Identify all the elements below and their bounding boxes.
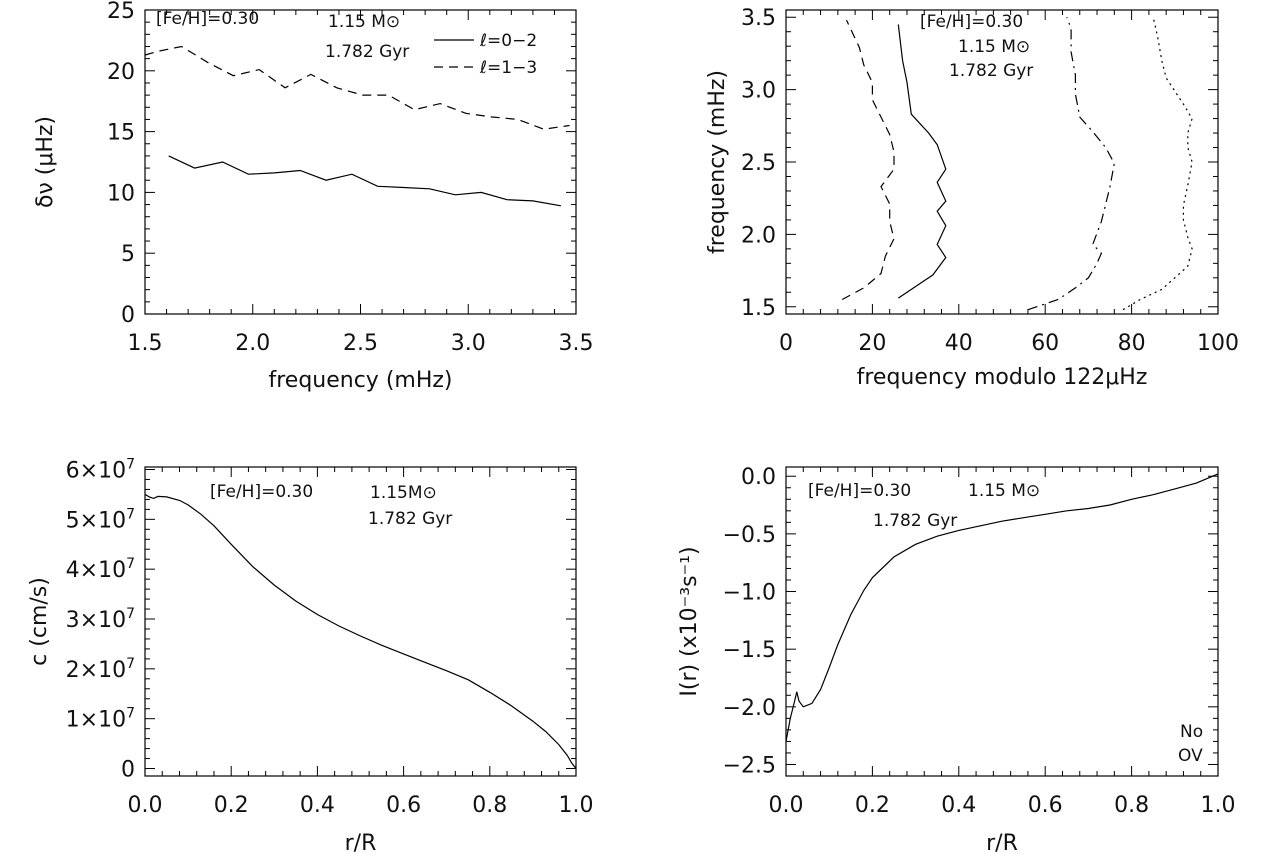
y-tick-label: 3.0 [741,79,776,104]
x-tick-label: 0.6 [386,793,421,818]
x-tick-label: 3.5 [559,331,594,356]
y-tick-label: 15 [107,121,135,146]
x-tick-label: 0.8 [472,793,507,818]
x-tick-label: 2.0 [235,331,270,356]
x-axis-label: frequency modulo 122μHz [857,365,1148,390]
x-tick-label: 0.0 [769,793,804,818]
x-tick-label: 0.6 [1028,793,1063,818]
y-tick-label: −1.5 [723,638,776,663]
x-tick-label: 80 [1118,331,1146,356]
y-tick-label: 5 [121,242,135,267]
x-tick-label: 20 [858,331,886,356]
x-tick-label: 1.0 [1201,793,1236,818]
annotation-metallicity: [Fe/H]=0.30 [210,482,313,502]
annotation-ov: OV [1178,746,1203,766]
y-tick-label: 10 [107,181,135,206]
panel-echelle: [Fe/H]=0.30 1.15 M⊙ 1.782 Gyr 0 20 40 60 80 1… [705,6,1239,390]
series-line-solid [897,24,947,299]
annotation-metallicity: [Fe/H]=0.30 [920,12,1023,32]
y-tick-label: 1×107 [66,706,135,733]
annotation-age: 1.782 Gyr [368,509,452,529]
y-tick-label: 25 [107,0,135,24]
series-line-solid [785,473,1219,742]
x-axis-label: r/R [345,831,377,856]
x-tick-label: 0 [779,331,793,356]
y-tick-label: −2.5 [723,753,776,778]
legend-label-l0-2: ℓ=0−2 [479,31,537,51]
annotation-mass: 1.15 M⊙ [328,12,400,32]
y-tick-label: 20 [107,60,135,85]
series-line-solid [168,155,562,207]
y-tick-label: −2.0 [723,696,776,721]
panel-sound-speed: [Fe/H]=0.30 1.15M⊙ 1.782 Gyr 0.0 0.2 0.4 0.… [27,456,594,856]
x-tick-label: 40 [945,331,973,356]
panel-delta-nu: [Fe/H]=0.30 1.15 M⊙ 1.782 Gyr ℓ=0−2 ℓ=1−… [33,0,594,393]
x-tick-label: 100 [1197,331,1239,356]
series-line-solid [144,493,577,769]
plot-frame [785,466,1219,777]
x-tick-label: 0.2 [214,793,249,818]
series-line-dashed [144,45,570,130]
y-tick-label: −0.5 [723,523,776,548]
y-axis-label: c (cm/s) [27,577,52,666]
annotation-age: 1.782 Gyr [325,42,409,62]
legend-label-l1-3: ℓ=1−3 [479,58,537,78]
x-tick-label: 0.0 [128,793,163,818]
legend: ℓ=0−2 ℓ=1−3 [434,31,537,78]
series-line-dotted [1122,17,1193,311]
y-tick-label: 2.5 [741,151,776,176]
annotation-age: 1.782 Gyr [949,61,1033,81]
y-tick-label: 0.0 [741,465,776,490]
plot-frame [144,466,577,777]
x-axis-label: frequency (mHz) [268,368,452,393]
annotation-mass: 1.15 M⊙ [958,37,1030,57]
y-tick-label: 2×107 [66,656,135,683]
annotation-group: [Fe/H]=0.30 1.15 M⊙ 1.782 Gyr No OV [808,481,1203,766]
x-tick-label: 0.2 [855,793,890,818]
y-tick-label: 6×107 [66,456,135,483]
x-tick-label: 60 [1031,331,1059,356]
annotation-group: [Fe/H]=0.30 1.15 M⊙ 1.782 Gyr [156,9,409,62]
annotation-metallicity: [Fe/H]=0.30 [808,481,911,501]
y-tick-label: 5×107 [66,506,135,533]
x-tick-label: 1.0 [559,793,594,818]
x-tick-label: 3.0 [451,331,486,356]
y-tick-label: 3×107 [66,606,135,633]
y-tick-label: −1.0 [723,581,776,606]
y-tick-label: 0 [121,758,135,783]
y-axis-label: frequency (mHz) [705,70,730,254]
x-axis-label: r/R [986,831,1018,856]
x-tick-label: 0.8 [1114,793,1149,818]
annotation-no: No [1180,722,1203,742]
x-tick-label: 2.5 [343,331,378,356]
series-line-dashdot [1027,16,1115,311]
y-tick-label: 1.5 [741,296,776,321]
x-tick-label: 1.5 [128,331,163,356]
panel-i-of-r: [Fe/H]=0.30 1.15 M⊙ 1.782 Gyr No OV 0.0 0… [677,465,1236,856]
y-axis-label: I(r) (x10⁻³s⁻¹) [677,546,702,696]
y-axis-label: δν (μHz) [33,116,58,208]
annotation-age: 1.782 Gyr [873,511,957,531]
x-tick-label: 0.4 [941,793,976,818]
x-tick-label: 0.4 [300,793,335,818]
annotation-group: [Fe/H]=0.30 1.15 M⊙ 1.782 Gyr [920,12,1033,81]
y-tick-label: 4×107 [66,556,135,583]
y-tick-label: 2.0 [741,223,776,248]
y-tick-label: 3.5 [741,6,776,31]
series-line-dashed [841,19,895,301]
annotation-group: [Fe/H]=0.30 1.15M⊙ 1.782 Gyr [210,482,452,529]
annotation-mass: 1.15M⊙ [370,483,437,503]
annotation-mass: 1.15 M⊙ [968,481,1040,501]
y-tick-label: 0 [121,303,135,328]
annotation-metallicity: [Fe/H]=0.30 [156,9,259,29]
